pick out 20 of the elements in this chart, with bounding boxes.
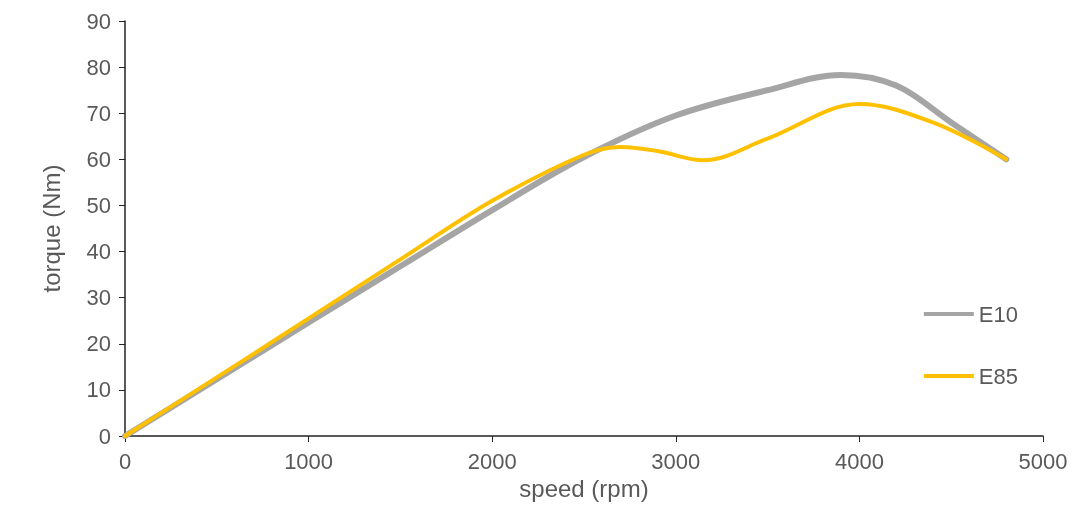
y-tick-label: 70 <box>86 100 111 126</box>
y-tick-label: 50 <box>86 192 111 218</box>
legend-label: E85 <box>978 363 1019 389</box>
x-tick-label: 4000 <box>834 448 884 474</box>
x-tick-label: 3000 <box>651 448 701 474</box>
y-tick-label: 60 <box>86 146 111 172</box>
y-tick-label: 20 <box>86 331 111 357</box>
y-tick-label: 0 <box>98 423 111 449</box>
y-tick-label: 90 <box>86 8 111 34</box>
x-tick-label: 0 <box>118 448 132 474</box>
y-tick-label: 80 <box>86 54 111 80</box>
y-tick-label: 30 <box>86 285 111 311</box>
x-tick-label: 2000 <box>467 448 517 474</box>
x-tick-label: 1000 <box>284 448 334 474</box>
x-tick-label: 5000 <box>1018 448 1068 474</box>
y-axis-title: torque (Nm) <box>37 164 65 293</box>
y-tick-label: 10 <box>86 377 111 403</box>
legend-label: E10 <box>978 301 1019 327</box>
x-axis-title: speed (rpm) <box>519 475 649 503</box>
y-tick-label: 40 <box>86 239 111 265</box>
